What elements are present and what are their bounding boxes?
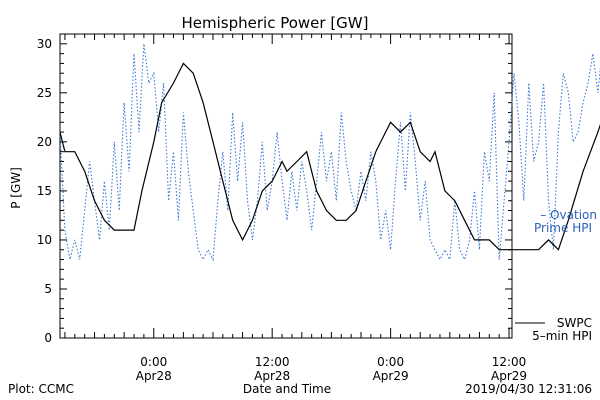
- series-swpc-line: [59, 62, 600, 251]
- y-tick-label: 0: [44, 331, 52, 345]
- x-axis-label: Date and Time: [243, 382, 331, 396]
- x-tick-label-time: 0:00: [377, 355, 404, 369]
- x-tick-label-date: Apr29: [491, 369, 527, 383]
- y-tick-label: 30: [37, 37, 52, 51]
- y-tick-label: 25: [37, 86, 52, 100]
- plot-credit: Plot: CCMC: [8, 382, 74, 396]
- y-tick-label: 10: [37, 233, 52, 247]
- legend-ovation-line1: – Ovation: [540, 208, 597, 222]
- y-tick-label: 15: [37, 184, 52, 198]
- x-tick-label-time: 12:00: [255, 355, 290, 369]
- series-ovation-line: [59, 43, 600, 262]
- plot-timestamp: 2019/04/30 12:31:06: [465, 382, 592, 396]
- y-ticks-group: 0 5 10 15 20 25 30: [37, 37, 512, 345]
- x-tick-label-date: Apr28: [136, 369, 172, 383]
- axes-group: [59, 33, 513, 339]
- chart-title: Hemispheric Power [GW]: [182, 14, 369, 32]
- legend-swpc-line1: SWPC: [557, 316, 592, 330]
- legend-swpc-line2: 5–min HPI: [532, 329, 592, 343]
- x-tick-label-date: Apr28: [254, 369, 290, 383]
- x-tick-label-date: Apr29: [373, 369, 409, 383]
- y-axis-label: P [GW]: [9, 167, 23, 209]
- y-tick-label: 20: [37, 135, 52, 149]
- legend-ovation-line2: Prime HPI: [534, 221, 592, 235]
- series-lines-group: [59, 43, 600, 262]
- x-tick-label-time: 0:00: [140, 355, 167, 369]
- plot-frame: [59, 33, 513, 339]
- y-tick-label: 5: [44, 282, 52, 296]
- x-tick-label-time: 12:00: [492, 355, 527, 369]
- x-ticks-group: 0:00Apr2812:00Apr280:00Apr2912:00Apr290:…: [64, 34, 527, 383]
